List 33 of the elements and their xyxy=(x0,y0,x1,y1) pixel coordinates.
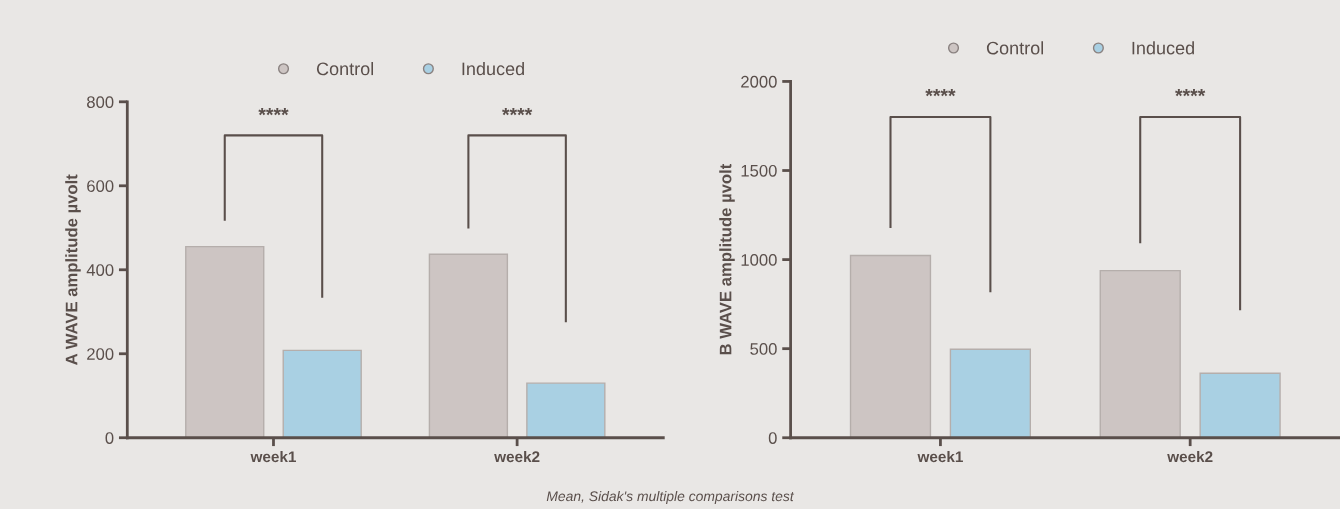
bar xyxy=(1199,372,1281,438)
annotation: **** xyxy=(925,88,956,97)
x-tick-label: week2 xyxy=(494,450,540,463)
legend-label: Induced xyxy=(462,62,524,76)
y-tick-label: 1000 xyxy=(741,253,777,266)
annotation: **** xyxy=(1175,88,1206,97)
y-tick-label: 600 xyxy=(87,180,114,192)
bar xyxy=(282,349,362,438)
bar xyxy=(185,245,265,438)
text: Mean, Sidak's multiple comparisons test xyxy=(546,490,795,504)
y-tick-label: 400 xyxy=(86,264,114,276)
x-tick-label: week2 xyxy=(1167,450,1213,463)
y-tick-label: 0 xyxy=(768,432,777,444)
annotation: **** xyxy=(258,107,289,116)
y-axis-title: B WAVE amplitude µvolt xyxy=(719,163,735,355)
x-tick-label: week1 xyxy=(250,450,296,463)
bar xyxy=(526,382,606,438)
legend-label: Control xyxy=(986,41,1044,55)
y-tick-label: 800 xyxy=(87,96,114,108)
y-tick-label: 2000 xyxy=(741,75,777,88)
bar xyxy=(428,253,509,438)
legend-label: Control xyxy=(316,62,374,76)
y-axis-title: A WAVE amplitude µvolt xyxy=(65,174,81,365)
bar xyxy=(1099,269,1181,438)
x-tick-label: week1 xyxy=(917,450,963,463)
y-tick-label: 200 xyxy=(87,348,114,360)
bar xyxy=(849,254,932,438)
y-tick-label: 1500 xyxy=(741,164,777,177)
y-tick-label: 500 xyxy=(750,343,777,355)
y-tick-label: 0 xyxy=(105,432,114,444)
legend-label: Induced xyxy=(1132,41,1194,55)
annotation: **** xyxy=(502,107,533,116)
bar xyxy=(949,348,1032,438)
